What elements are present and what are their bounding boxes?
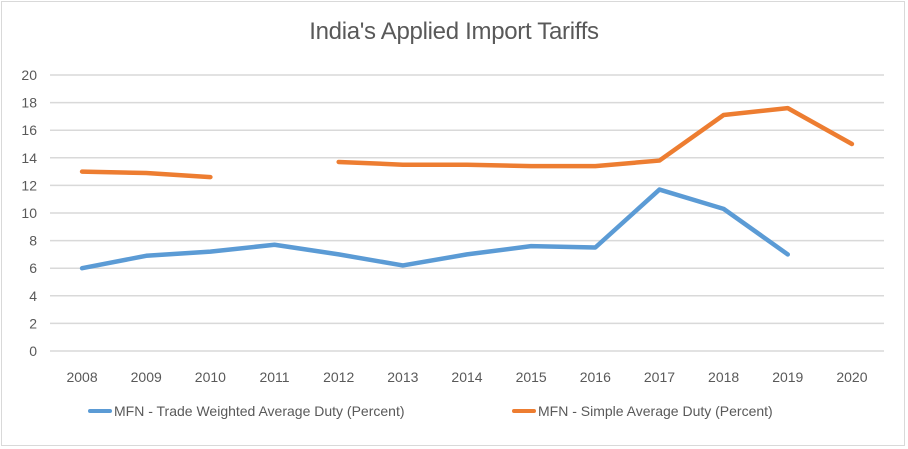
y-tick-label: 6	[29, 260, 37, 276]
x-tick-label: 2017	[644, 369, 675, 385]
y-tick-label: 2	[29, 315, 37, 331]
x-axis-ticks: 2008 2009 2010 2011 2012 2013 2014 2015 2016 2017…	[66, 369, 867, 385]
legend-item-simple-average: MFN - Simple Average Duty (Percent)	[512, 403, 773, 419]
x-tick-label: 2012	[323, 369, 354, 385]
x-tick-label: 2010	[195, 369, 226, 385]
x-tick-label: 2016	[580, 369, 611, 385]
series-lines	[79, 105, 855, 271]
x-tick-label: 2020	[836, 369, 867, 385]
legend-item-trade-weighted: MFN - Trade Weighted Average Duty (Perce…	[88, 403, 405, 419]
y-tick-label: 18	[21, 95, 37, 111]
y-axis-ticks: 0 2 4 6 8 10 12 14 16 18 20	[21, 67, 37, 359]
x-tick-label: 2019	[772, 369, 803, 385]
x-tick-label: 2009	[131, 369, 162, 385]
legend-swatch-trade-weighted	[88, 409, 112, 413]
series-line-simple-average	[79, 169, 213, 180]
x-tick-label: 2018	[708, 369, 739, 385]
legend-label-simple-average: MFN - Simple Average Duty (Percent)	[538, 403, 773, 419]
x-tick-label: 2015	[516, 369, 547, 385]
y-tick-label: 14	[21, 150, 37, 166]
x-tick-label: 2014	[451, 369, 482, 385]
y-tick-label: 10	[21, 205, 37, 221]
y-tick-label: 12	[21, 177, 37, 193]
y-tick-label: 4	[29, 288, 37, 304]
legend-swatch-simple-average	[512, 409, 536, 413]
series-line-simple-average	[336, 105, 855, 169]
chart-title: India's Applied Import Tariffs	[309, 18, 599, 45]
y-tick-label: 16	[21, 122, 37, 138]
series-line-trade-weighted	[79, 187, 791, 271]
y-tick-label: 20	[21, 67, 37, 83]
x-tick-label: 2011	[259, 369, 289, 385]
x-tick-label: 2008	[66, 369, 97, 385]
x-tick-label: 2013	[387, 369, 418, 385]
legend-label-trade-weighted: MFN - Trade Weighted Average Duty (Perce…	[114, 403, 405, 419]
y-tick-label: 0	[29, 343, 37, 359]
gridlines	[50, 74, 884, 352]
y-tick-label: 8	[29, 233, 37, 249]
